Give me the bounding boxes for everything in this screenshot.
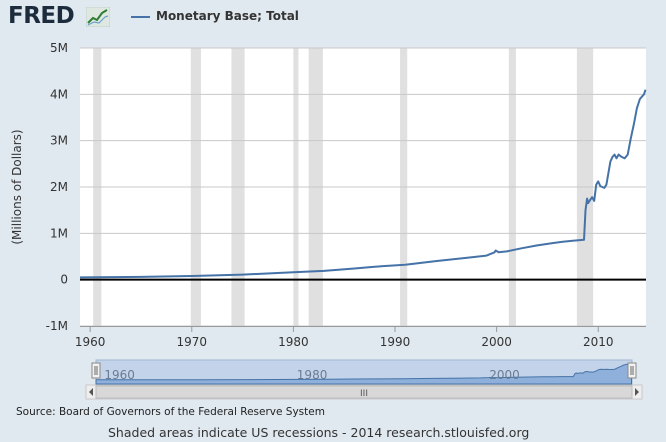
source-note: Source: Board of Governors of the Federa… — [16, 406, 325, 418]
fred-logo: FRED — [8, 3, 75, 29]
y-axis-label: (Millions of Dollars) — [10, 129, 24, 244]
y-tick-label-1: 0 — [60, 273, 68, 287]
y-tick-label-2: 1M — [50, 226, 68, 240]
scrollbar-thumb[interactable] — [95, 385, 633, 399]
x-tick-label-5: 2010 — [583, 335, 614, 349]
navigator-tick-label-0: 1960 — [104, 368, 135, 382]
series-line-0 — [79, 89, 647, 279]
x-tick-label-4: 2000 — [481, 335, 512, 349]
navigator-tick-label-2: 2000 — [489, 368, 520, 382]
legend-series-label: Monetary Base; Total — [156, 9, 299, 23]
y-tick-label-4: 3M — [50, 134, 68, 148]
chart-trend-icon — [86, 7, 110, 27]
navigator-tick-label-1: 1980 — [297, 368, 328, 382]
x-tick-label-1: 1970 — [177, 335, 208, 349]
scroll-right-arrow-icon[interactable] — [635, 388, 639, 396]
navigator-right-handle[interactable] — [627, 362, 637, 379]
scroll-left-arrow-icon[interactable] — [89, 388, 93, 396]
chart-header: FRED Monetary Base; Total — [0, 0, 666, 36]
y-tick-label-5: 4M — [50, 87, 68, 101]
x-tick-label-0: 1960 — [75, 335, 106, 349]
navigator-series-area — [95, 362, 632, 385]
x-tick-label-2: 1980 — [278, 335, 309, 349]
scrollbar-grip: III — [360, 389, 368, 399]
y-tick-label-6: 5M — [50, 41, 68, 55]
y-tick-label-0: -1M — [46, 319, 68, 333]
legend-series-swatch — [131, 16, 150, 18]
x-tick-label-3: 1990 — [380, 335, 411, 349]
y-tick-label-3: 2M — [50, 180, 68, 194]
navigator-left-handle[interactable] — [91, 362, 101, 379]
footer-note: Shaded areas indicate US recessions - 20… — [108, 425, 530, 440]
